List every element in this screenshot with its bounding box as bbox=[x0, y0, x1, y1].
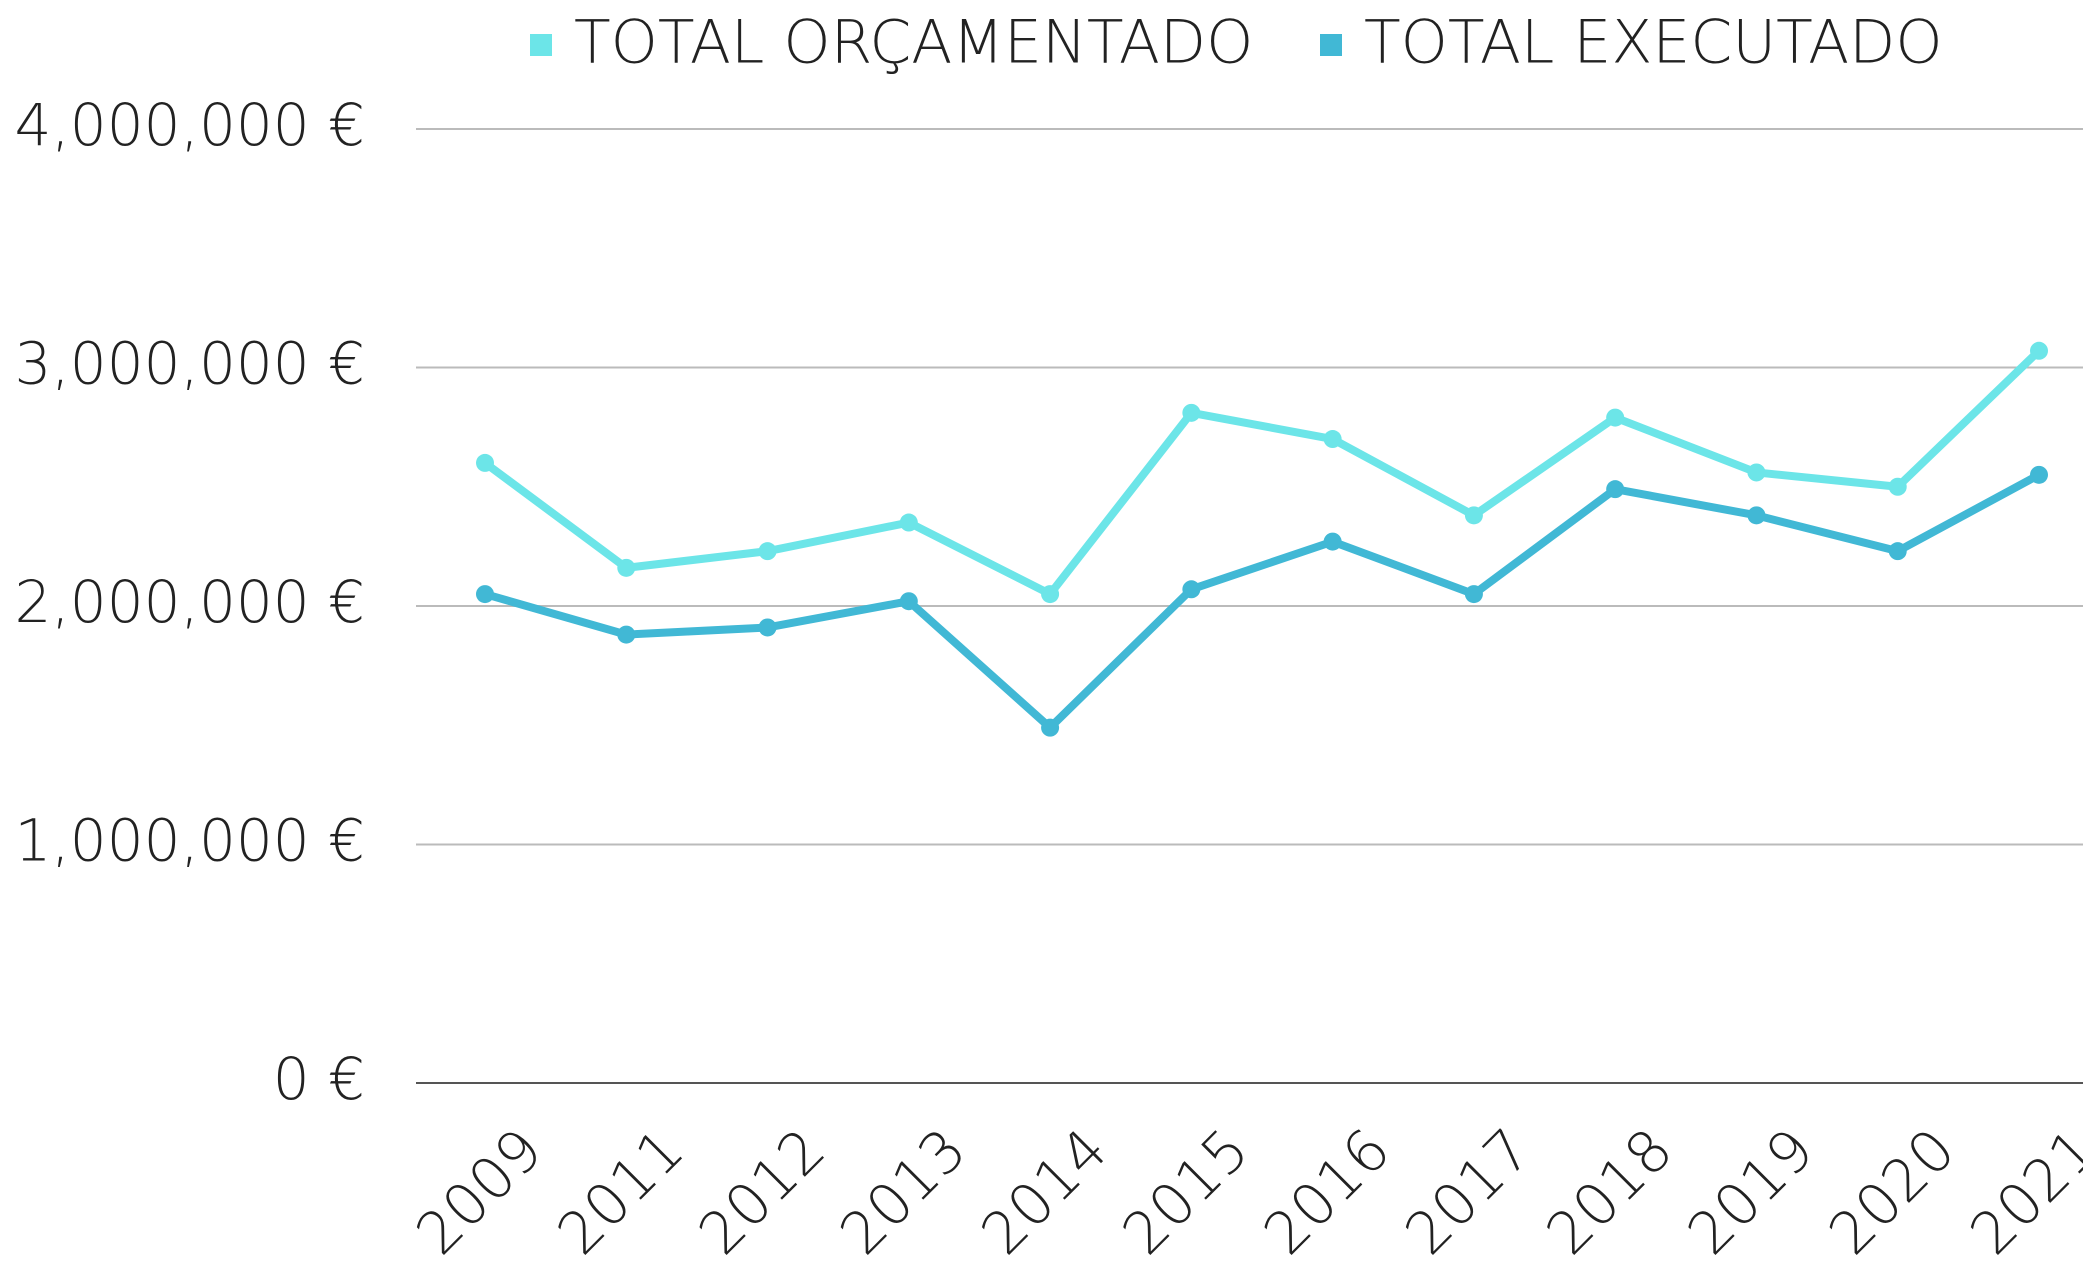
data-point bbox=[1606, 480, 1625, 499]
data-point bbox=[1747, 463, 1766, 482]
legend: TOTAL ORÇAMENTADO TOTAL EXECUTADO bbox=[530, 8, 1943, 78]
y-tick-label: 0 € bbox=[273, 1045, 365, 1113]
data-point bbox=[1464, 585, 1483, 604]
data-point bbox=[1041, 585, 1060, 604]
data-point bbox=[1888, 477, 1907, 496]
y-tick-label: 2,000,000 € bbox=[14, 568, 365, 636]
data-point bbox=[758, 542, 777, 561]
data-point bbox=[758, 618, 777, 637]
x-tick-label: 2018 bbox=[1533, 1115, 1685, 1267]
x-tick-label: 2021 bbox=[1957, 1115, 2083, 1267]
x-tick-label: 2015 bbox=[1109, 1115, 1261, 1267]
x-tick-label: 2013 bbox=[827, 1115, 979, 1267]
x-tick-label: 2009 bbox=[403, 1115, 555, 1267]
data-point bbox=[617, 558, 636, 577]
data-point bbox=[617, 625, 636, 644]
legend-swatch bbox=[530, 34, 552, 56]
data-point bbox=[2030, 465, 2048, 484]
y-tick-label: 4,000,000 € bbox=[14, 91, 365, 159]
x-tick-label: 2012 bbox=[686, 1115, 838, 1267]
data-point bbox=[899, 513, 918, 532]
x-tick-label: 2011 bbox=[544, 1115, 696, 1267]
data-point bbox=[476, 453, 494, 472]
series-line bbox=[483, 471, 2041, 732]
x-tick-label: 2017 bbox=[1392, 1115, 1544, 1267]
data-point bbox=[1747, 506, 1766, 525]
legend-label: TOTAL ORÇAMENTADO bbox=[574, 8, 1253, 78]
legend-swatch bbox=[1320, 34, 1342, 56]
data-point bbox=[476, 585, 494, 604]
data-point bbox=[1464, 506, 1483, 525]
x-tick-label: 2016 bbox=[1251, 1115, 1403, 1267]
series-line bbox=[482, 347, 2042, 599]
data-point bbox=[1041, 718, 1060, 737]
legend-label: TOTAL EXECUTADO bbox=[1364, 8, 1943, 78]
data-point bbox=[1182, 580, 1201, 599]
data-point bbox=[1606, 408, 1625, 427]
data-point bbox=[1888, 542, 1907, 561]
x-tick-label: 2014 bbox=[968, 1115, 1120, 1267]
data-point bbox=[1323, 532, 1342, 551]
x-tick-label: 2019 bbox=[1674, 1115, 1826, 1267]
data-point bbox=[2030, 341, 2048, 360]
data-point bbox=[1182, 403, 1201, 422]
y-tick-label: 1,000,000 € bbox=[14, 807, 365, 875]
data-point bbox=[1323, 430, 1342, 449]
y-tick-label: 3,000,000 € bbox=[14, 330, 365, 398]
data-point bbox=[899, 592, 918, 611]
x-tick-label: 2020 bbox=[1816, 1115, 1968, 1267]
